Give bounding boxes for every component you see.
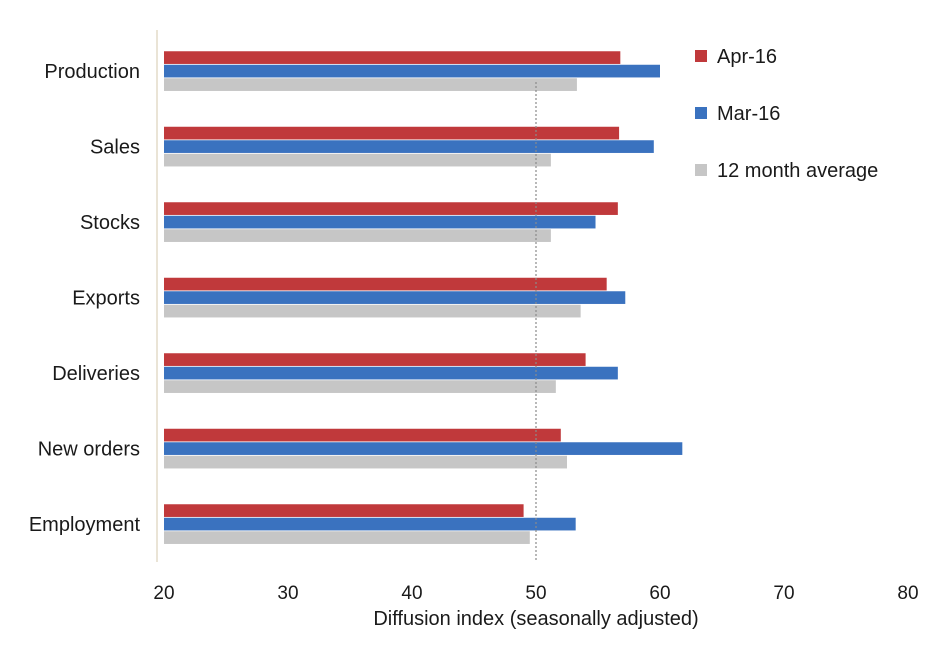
bar-stocks-12-month-average	[164, 229, 551, 242]
bar-production-12-month-average	[164, 78, 577, 91]
category-label: Exports	[72, 288, 140, 310]
bar-sales-apr-16	[164, 126, 620, 140]
legend-label: 12 month average	[717, 160, 878, 182]
x-axis-title: Diffusion index (seasonally adjusted)	[373, 608, 698, 630]
x-tick-label: 80	[897, 583, 918, 604]
bar-new-orders-12-month-average	[164, 455, 567, 469]
bar-deliveries-apr-16	[164, 353, 586, 366]
legend-label: Mar-16	[717, 103, 780, 125]
x-tick-label: 30	[277, 583, 298, 604]
x-tick-labels: 20 30 40 50 60 70 80	[153, 583, 918, 604]
bar-new-orders-mar-16	[164, 442, 683, 455]
bar-sales-mar-16	[164, 140, 654, 153]
x-tick-label: 70	[773, 583, 794, 604]
bar-sales-12-month-average	[164, 153, 551, 167]
bar-stocks-apr-16	[164, 202, 618, 215]
bar-exports-mar-16	[164, 291, 626, 304]
legend-swatch	[695, 50, 707, 62]
category-label: Stocks	[80, 212, 140, 234]
x-tick-label: 60	[649, 583, 670, 604]
legend-swatch	[695, 164, 707, 176]
category-label: Production	[44, 61, 140, 83]
bar-exports-apr-16	[164, 277, 607, 291]
x-tick-label: 20	[153, 583, 174, 604]
bar-deliveries-12-month-average	[164, 380, 556, 393]
bar-employment-mar-16	[164, 517, 576, 531]
bar-production-apr-16	[164, 51, 621, 64]
category-label: Sales	[90, 137, 140, 159]
bar-employment-12-month-average	[164, 531, 530, 544]
x-tick-label: 50	[525, 583, 546, 604]
bar-exports-12-month-average	[164, 304, 581, 318]
bar-production-mar-16	[164, 64, 660, 78]
category-label: Deliveries	[52, 363, 140, 385]
bar-deliveries-mar-16	[164, 366, 618, 380]
bar-new-orders-apr-16	[164, 428, 561, 442]
x-tick-label: 40	[401, 583, 422, 604]
category-labels: Production Sales Stocks Exports Deliveries Ne…	[29, 61, 141, 536]
legend-label: Apr-16	[717, 46, 777, 68]
bars-group	[164, 51, 683, 544]
category-label: Employment	[29, 514, 141, 536]
bar-stocks-mar-16	[164, 215, 596, 229]
legend: Apr-16 Mar-16 12 month average	[695, 46, 878, 182]
category-label: New orders	[38, 439, 140, 461]
legend-swatch	[695, 107, 707, 119]
bar-employment-apr-16	[164, 504, 524, 517]
